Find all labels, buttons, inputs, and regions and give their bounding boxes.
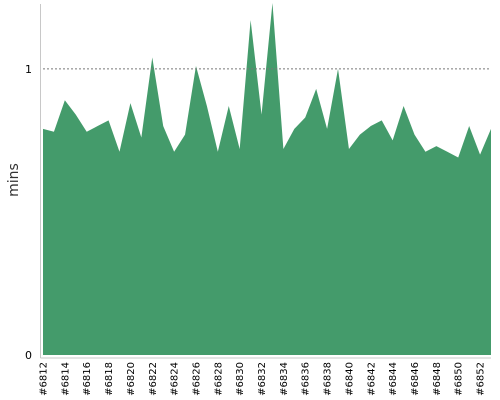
x-tick-label: #6836 xyxy=(301,362,312,396)
x-tick-label: #6826 xyxy=(191,362,202,396)
y-axis-title: mins xyxy=(6,163,22,197)
x-tick-label: #6842 xyxy=(366,362,377,396)
x-tick-label: #6838 xyxy=(323,362,334,396)
y-tick-label: 0 xyxy=(25,349,32,362)
x-tick-label: #6850 xyxy=(454,362,465,396)
x-tick-label: #6820 xyxy=(126,362,137,396)
x-tick-label: #6816 xyxy=(82,362,93,396)
x-tick-label: #6834 xyxy=(279,362,290,396)
x-tick-label: #6814 xyxy=(60,362,71,396)
area-series xyxy=(43,3,491,355)
x-tick-label: #6832 xyxy=(257,362,268,396)
x-tick-label: #6840 xyxy=(344,362,355,396)
x-tick-label: #6846 xyxy=(410,362,421,396)
x-tick-label: #6812 xyxy=(39,362,50,396)
x-tick-label: #6818 xyxy=(104,362,115,396)
x-tick-label: #6824 xyxy=(170,362,181,396)
x-tick-label: #6830 xyxy=(235,362,246,396)
x-tick-label: #6852 xyxy=(476,362,487,396)
x-tick-label: #6844 xyxy=(388,362,399,396)
y-tick-label: 1 xyxy=(25,63,32,76)
x-tick-label: #6822 xyxy=(148,362,159,396)
x-tick-label: #6848 xyxy=(432,362,443,396)
x-tick-label: #6828 xyxy=(213,362,224,396)
